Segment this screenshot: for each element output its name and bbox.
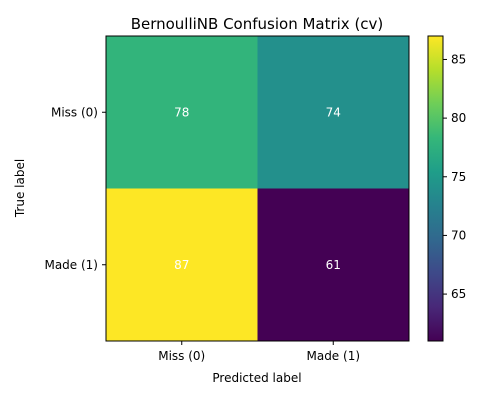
- y-tick-label: Miss (0): [51, 105, 98, 119]
- colorbar-tick-label: 80: [451, 111, 466, 125]
- colorbar-tick-label: 85: [451, 52, 466, 66]
- colorbar-tick-label: 75: [451, 170, 466, 184]
- cell-value-label: 78: [174, 105, 189, 119]
- heatmap-cell: [106, 188, 258, 342]
- x-axis-ticks: Miss (0) Made (1): [158, 341, 360, 363]
- y-tick-label: Made (1): [44, 258, 98, 272]
- chart-title: BernoulliNB Confusion Matrix (cv): [131, 15, 384, 33]
- x-tick-label: Made (1): [306, 349, 360, 363]
- heatmap-cell: [106, 36, 258, 189]
- heatmap-cells: 78 74 87 61: [106, 36, 410, 342]
- y-axis-ticks: Miss (0) Made (1): [44, 105, 106, 272]
- x-tick-label: Miss (0): [158, 349, 205, 363]
- y-axis-label: True label: [13, 159, 27, 218]
- colorbar-tick-label: 70: [451, 228, 466, 242]
- x-axis-label: Predicted label: [212, 371, 301, 385]
- plot-frame: [105, 35, 410, 342]
- cell-value-label: 87: [174, 258, 189, 272]
- colorbar: [427, 35, 444, 342]
- heatmap-cell: [257, 36, 410, 189]
- cell-value-label: 74: [326, 105, 341, 119]
- heatmap-cell: [257, 188, 410, 342]
- colorbar-ticks: 65 70 75 80 85: [443, 52, 466, 301]
- cell-value-label: 61: [326, 258, 341, 272]
- colorbar-tick-label: 65: [451, 287, 466, 301]
